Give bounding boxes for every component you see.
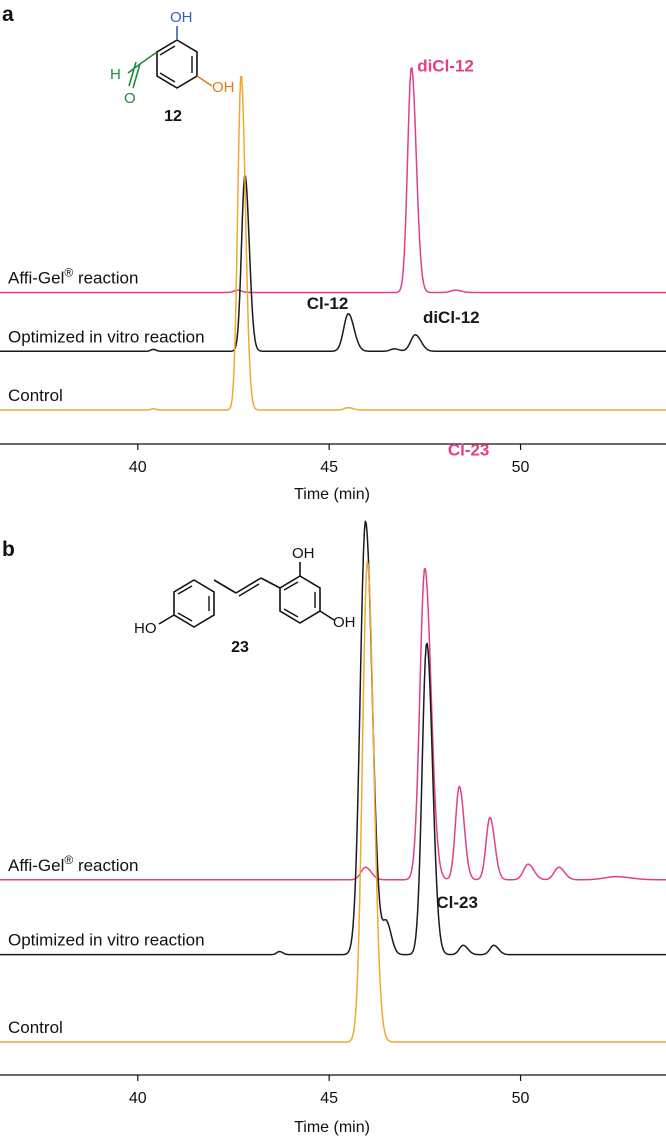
- benzene-ring-right: [279, 575, 321, 624]
- panel-label-a: a: [2, 3, 14, 26]
- trace-labels-a: Affi-Gel® reaction Optimized in vitro rea…: [8, 266, 205, 406]
- trace-label-affi_gel: Affi-Gel® reaction: [8, 266, 138, 288]
- peak-label: diCl-12: [417, 57, 474, 76]
- x-axis-a: 40 45 50: [0, 443, 666, 476]
- peak-label: diCl-12: [423, 308, 480, 327]
- trace-label-control: Control: [8, 386, 63, 405]
- benzene-ring: [156, 39, 198, 89]
- x-tick-label: 50: [512, 459, 530, 476]
- x-axis-title-b: Time (min): [294, 1119, 370, 1136]
- chromatogram-traces-b: [0, 520, 666, 1043]
- hydroxyl-label-top: OH: [292, 545, 315, 562]
- trace-labels-b: Affi-Gel® reaction Optimized in vitro rea…: [8, 853, 205, 1037]
- peak-label: Cl-23: [436, 893, 478, 912]
- x-tick-label: 50: [512, 1090, 530, 1107]
- compound-number-23: 23: [231, 639, 249, 656]
- panel-b: b 40 45 50 Affi-Gel® reaction Optimized in …: [0, 440, 666, 1136]
- trace-line-affi_gel: [0, 567, 666, 881]
- hydroxyl-label-right: OH: [212, 79, 235, 96]
- compound-number-12: 12: [164, 108, 182, 125]
- hydroxyl-label-right: OH: [333, 614, 356, 631]
- molecule-23-structure: OH OH HO 23: [134, 545, 356, 656]
- trace-label-affi_gel: Affi-Gel® reaction: [8, 853, 138, 875]
- trace-label-control: Control: [8, 1018, 63, 1037]
- peak-annotations-b: Cl-23 Cl-23: [436, 440, 489, 911]
- x-tick-label: 45: [320, 459, 338, 476]
- aldehyde-h-label: H: [110, 66, 121, 83]
- chromatogram-traces-a: [0, 67, 666, 411]
- x-tick-label: 40: [129, 459, 147, 476]
- panel-label-b: b: [2, 538, 15, 561]
- panel-a: a 40 45 50 Affi-Gel® reaction Optimized in …: [0, 3, 666, 503]
- trace-line-control: [0, 561, 666, 1043]
- x-tick-label: 45: [320, 1090, 338, 1107]
- peak-label: Cl-12: [307, 294, 349, 313]
- x-axis-b: 40 45 50: [0, 1074, 666, 1107]
- x-axis-title-a: Time (min): [294, 486, 370, 503]
- hydroxyl-label-left: HO: [134, 620, 157, 637]
- peak-annotations-a: diCl-12 Cl-12 diCl-12: [307, 57, 480, 327]
- trace-line-optimized: [0, 520, 666, 956]
- trace-line-control: [0, 75, 666, 411]
- x-tick-label: 40: [129, 1090, 147, 1107]
- trace-line-optimized: [0, 175, 666, 352]
- hydroxyl-label-top: OH: [170, 9, 193, 26]
- benzene-ring-left: [173, 579, 215, 628]
- trace-label-optimized: Optimized in vitro reaction: [8, 327, 205, 346]
- trace-label-optimized: Optimized in vitro reaction: [8, 931, 205, 950]
- molecule-12-structure: OH OH H O 12: [110, 9, 235, 125]
- aldehyde-o-label: O: [124, 90, 136, 107]
- peak-label: Cl-23: [448, 440, 490, 459]
- trace-line-affi_gel: [0, 67, 666, 294]
